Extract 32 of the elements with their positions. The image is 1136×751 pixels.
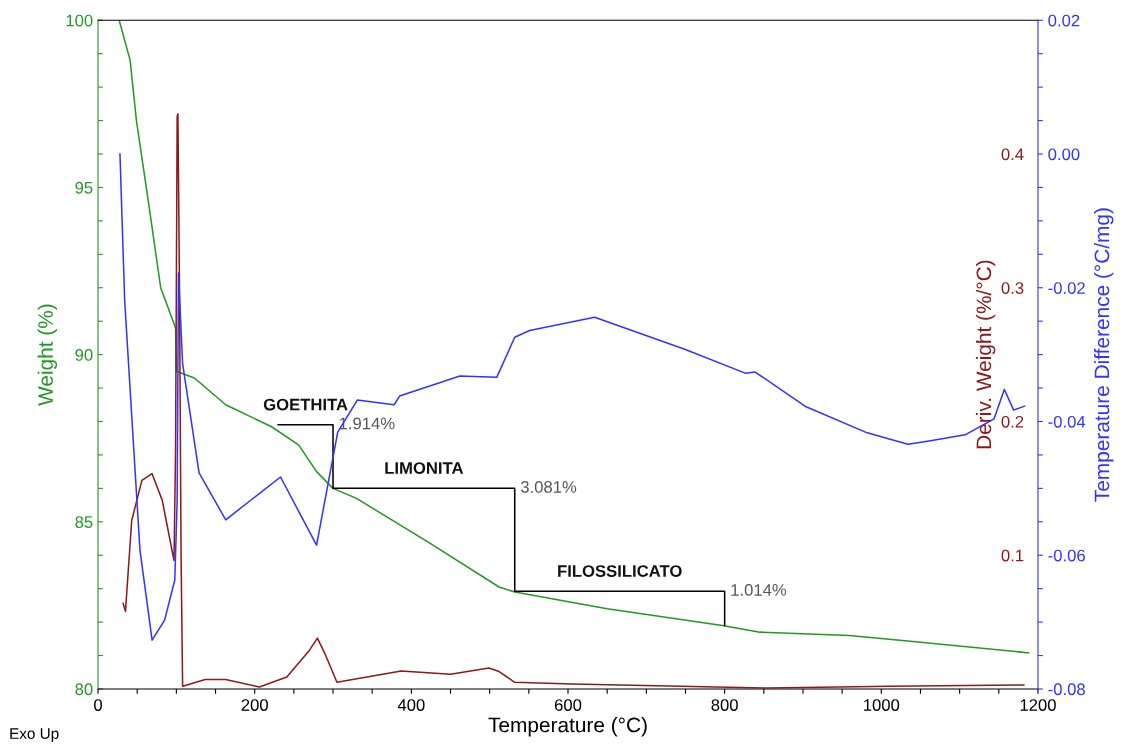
y3-tick-label: -0.06 xyxy=(1048,549,1085,562)
x-tick-label: 1200 xyxy=(1020,699,1056,711)
x-tick-label: 0 xyxy=(94,699,103,711)
y3-tick-label: 0.00 xyxy=(1048,148,1080,161)
x-tick-label: 800 xyxy=(711,699,738,711)
annotation: 3.081% xyxy=(520,481,577,493)
annotation: FILOSSILICATO xyxy=(558,565,682,577)
y2-tick-label: 0.4 xyxy=(1001,148,1024,161)
y3-tick-label: -0.04 xyxy=(1048,415,1086,428)
x-tick-label: 600 xyxy=(554,699,582,711)
y2-tick-label: 0.1 xyxy=(1001,549,1024,562)
x-tick-label: 1000 xyxy=(864,699,900,711)
text: Exo Up xyxy=(10,728,59,742)
y3-tick-label: 0.02 xyxy=(1048,14,1080,27)
y2-axis-title: Deriv. Weight (%/°C) xyxy=(975,260,996,449)
annotation: 1.014% xyxy=(731,584,787,596)
y3-axis-title: Temperature Difference (°C/mg) xyxy=(1094,208,1114,502)
y2-tick-label: 0.3 xyxy=(1001,282,1024,294)
y-tick-label: 85 xyxy=(75,516,93,528)
y3-tick-label: -0.08 xyxy=(1048,683,1085,696)
y2-tick-label: 0.2 xyxy=(1001,415,1024,428)
annotation: GOETHITA xyxy=(263,398,348,411)
y-tick-label: 90 xyxy=(75,349,93,361)
y-axis-title: Weight (%) xyxy=(37,304,58,406)
y-tick-label: 80 xyxy=(75,683,93,696)
x-tick-label: 400 xyxy=(397,699,425,711)
y3-tick-label: -0.02 xyxy=(1048,282,1085,294)
x-tick-label: 200 xyxy=(241,699,268,711)
y-tick-label: 100 xyxy=(66,14,93,27)
x-axis-title: Temperature (°C) xyxy=(488,717,647,737)
annotation: LIMONITA xyxy=(385,462,464,474)
y-tick-label: 95 xyxy=(75,181,93,194)
